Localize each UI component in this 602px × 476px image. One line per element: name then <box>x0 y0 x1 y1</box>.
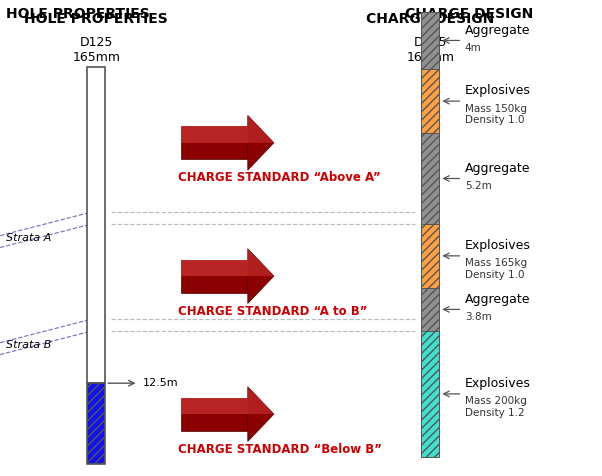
Text: 12.5m: 12.5m <box>143 378 178 388</box>
Polygon shape <box>248 248 274 304</box>
Polygon shape <box>248 387 274 442</box>
Text: 4m: 4m <box>465 43 482 53</box>
Text: 165mm: 165mm <box>72 51 120 64</box>
Bar <box>421 69 439 133</box>
Polygon shape <box>248 248 274 276</box>
Text: D125: D125 <box>79 36 113 49</box>
Text: HOLE PROPERTIES: HOLE PROPERTIES <box>25 12 168 26</box>
Polygon shape <box>181 260 248 276</box>
Text: Explosives: Explosives <box>465 84 530 98</box>
Text: CHARGE DESIGN: CHARGE DESIGN <box>366 12 495 26</box>
Text: Explosives: Explosives <box>465 239 530 252</box>
Bar <box>87 383 105 464</box>
Text: 165mm: 165mm <box>406 51 455 64</box>
Polygon shape <box>181 260 248 292</box>
Text: Mass 150kg
Density 1.0: Mass 150kg Density 1.0 <box>465 104 527 125</box>
Text: Aggregate: Aggregate <box>465 24 530 37</box>
Bar <box>421 12 439 69</box>
Text: Aggregate: Aggregate <box>465 162 530 175</box>
Text: Explosives: Explosives <box>465 377 530 390</box>
Bar <box>421 331 439 457</box>
Polygon shape <box>248 116 274 170</box>
Bar <box>421 133 439 224</box>
Bar <box>421 224 439 288</box>
Text: Aggregate: Aggregate <box>465 293 530 306</box>
Polygon shape <box>181 127 248 143</box>
Polygon shape <box>181 127 248 159</box>
Text: CHARGE STANDARD “A to B”: CHARGE STANDARD “A to B” <box>178 305 367 317</box>
Text: CHARGE STANDARD “Above A”: CHARGE STANDARD “Above A” <box>178 171 380 184</box>
Text: CHARGE STANDARD “Below B”: CHARGE STANDARD “Below B” <box>178 443 382 456</box>
Text: D125: D125 <box>414 36 447 49</box>
Text: Strata A: Strata A <box>6 233 51 243</box>
Polygon shape <box>181 398 248 414</box>
Polygon shape <box>181 398 248 430</box>
Text: Mass 200kg
Density 1.2: Mass 200kg Density 1.2 <box>465 396 527 418</box>
Bar <box>421 288 439 331</box>
Text: CHARGE DESIGN: CHARGE DESIGN <box>405 7 534 21</box>
Text: Mass 165kg
Density 1.0: Mass 165kg Density 1.0 <box>465 258 527 280</box>
Text: 5.2m: 5.2m <box>465 181 491 191</box>
Text: HOLE PROPERTIES: HOLE PROPERTIES <box>7 7 150 21</box>
Polygon shape <box>248 387 274 414</box>
Text: Strata B: Strata B <box>6 340 51 350</box>
Polygon shape <box>248 116 274 143</box>
Text: 3.8m: 3.8m <box>465 312 491 322</box>
Bar <box>87 67 105 383</box>
